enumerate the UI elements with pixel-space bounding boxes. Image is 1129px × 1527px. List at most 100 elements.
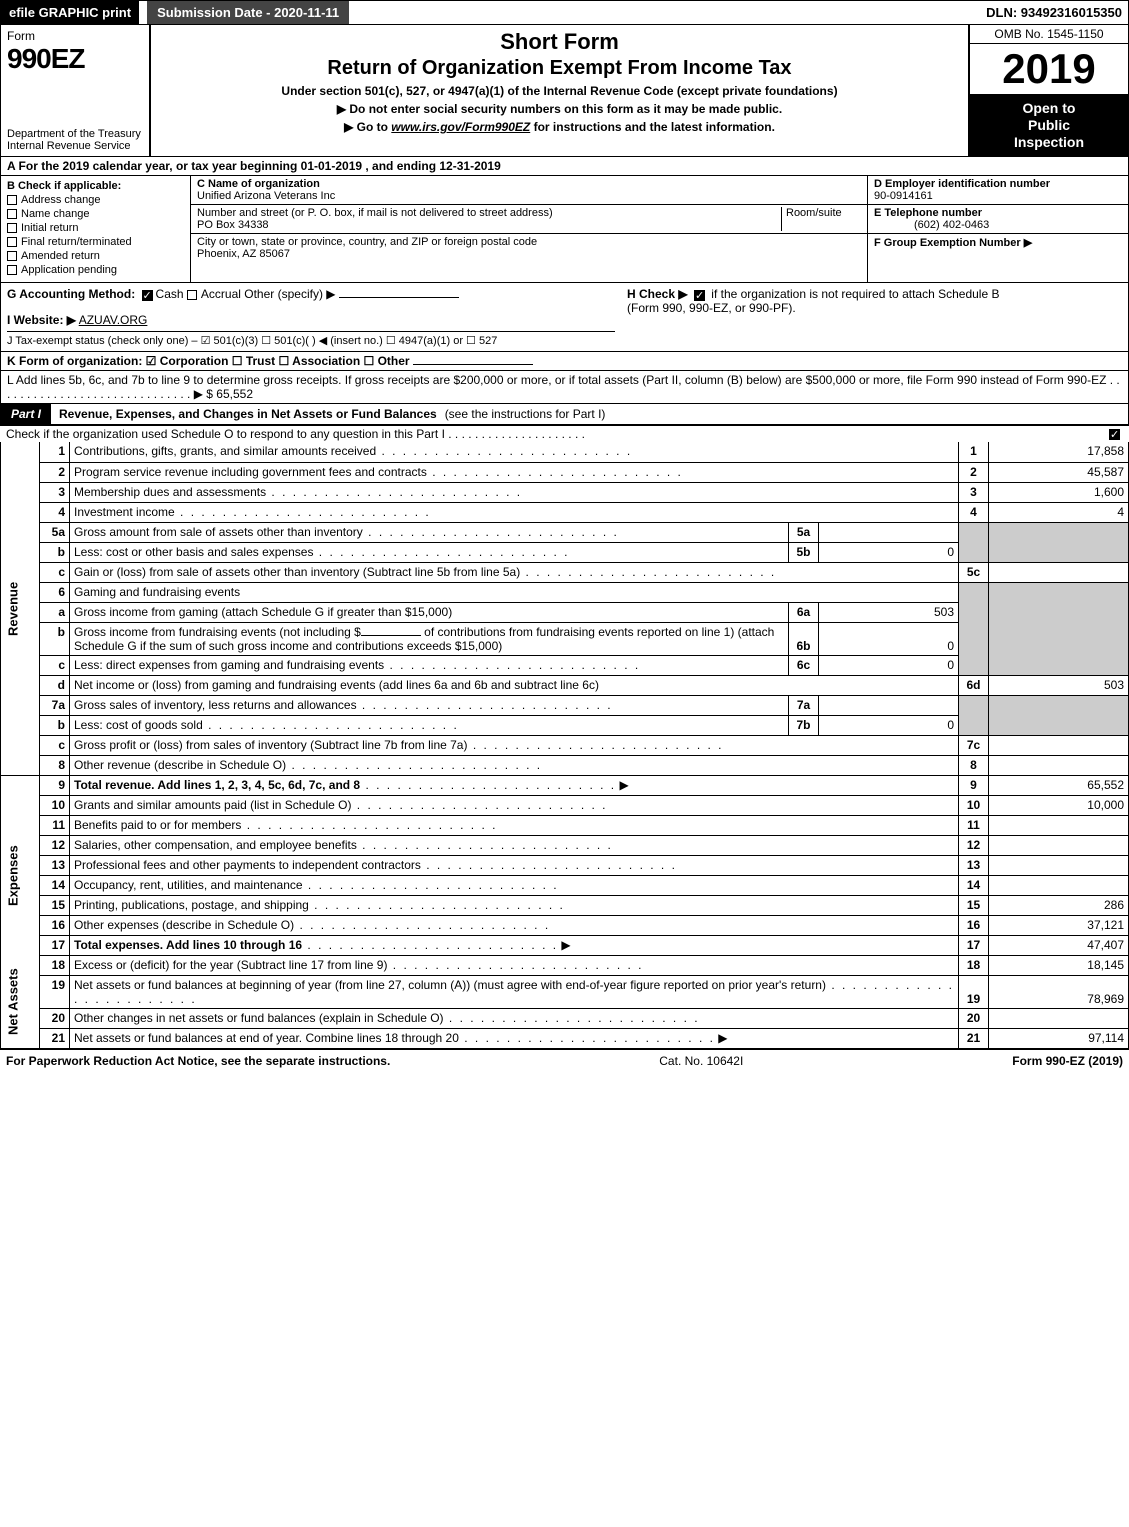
r5b-desc: Less: cost or other basis and sales expe… — [70, 542, 789, 562]
section-b: B Check if applicable: Address change Na… — [1, 176, 191, 282]
i-website-label: I Website: ▶ — [7, 313, 76, 327]
r16-cn: 16 — [959, 915, 989, 935]
checkbox-initial-return[interactable] — [7, 223, 17, 233]
r16-val: 37,121 — [989, 915, 1129, 935]
r19-desc: Net assets or fund balances at beginning… — [70, 975, 959, 1008]
checkbox-address-change[interactable] — [7, 195, 17, 205]
checkbox-application-pending[interactable] — [7, 265, 17, 275]
r6c-mv: 0 — [819, 655, 959, 675]
r7b-desc: Less: cost of goods sold — [70, 715, 789, 735]
r6d-cn: 6d — [959, 675, 989, 695]
r5c-num: c — [40, 562, 70, 582]
r1-num: 1 — [40, 442, 70, 462]
f-group-label: F Group Exemption Number ▶ — [874, 237, 1032, 249]
section-def: D Employer identification number 90-0914… — [868, 176, 1128, 282]
header-mid: Short Form Return of Organization Exempt… — [151, 25, 968, 156]
r14-num: 14 — [40, 875, 70, 895]
dept-line2: Internal Revenue Service — [7, 140, 143, 152]
r18-cn: 18 — [959, 955, 989, 975]
r5ab-grey-val — [989, 522, 1129, 562]
section-c: C Name of organization Unified Arizona V… — [191, 176, 868, 282]
r18-desc: Excess or (deficit) for the year (Subtra… — [70, 955, 959, 975]
efile-print-button[interactable]: efile GRAPHIC print — [1, 1, 139, 24]
goto-line: ▶ Go to www.irs.gov/Form990EZ for instru… — [161, 120, 958, 134]
r6c-num: c — [40, 655, 70, 675]
r3-num: 3 — [40, 482, 70, 502]
r6a-num: a — [40, 602, 70, 622]
r5c-cn: 5c — [959, 562, 989, 582]
c-city-label: City or town, state or province, country… — [197, 236, 537, 248]
r6d-val: 503 — [989, 675, 1129, 695]
r5a-mv — [819, 522, 959, 542]
r11-desc: Benefits paid to or for members — [70, 815, 959, 835]
r2-desc: Program service revenue including govern… — [70, 462, 959, 482]
r5b-num: b — [40, 542, 70, 562]
omb-number: OMB No. 1545-1150 — [970, 25, 1128, 44]
r15-num: 15 — [40, 895, 70, 915]
r3-val: 1,600 — [989, 482, 1129, 502]
checkbox-final-return[interactable] — [7, 237, 17, 247]
r5c-val — [989, 562, 1129, 582]
r21-val: 97,114 — [989, 1028, 1129, 1048]
r10-desc: Grants and similar amounts paid (list in… — [70, 795, 959, 815]
e-tel-label: E Telephone number — [874, 207, 982, 219]
r6-desc: Gaming and fundraising events — [70, 582, 959, 602]
checkbox-cash[interactable] — [142, 290, 153, 301]
r7a-num: 7a — [40, 695, 70, 715]
section-g: G Accounting Method: Cash Accrual Other … — [1, 283, 621, 351]
section-h: H Check ▶ if the organization is not req… — [621, 283, 1128, 351]
g-acct-label: G Accounting Method: — [7, 287, 135, 301]
checkbox-schedule-o[interactable] — [1109, 429, 1120, 440]
goto-prefix: ▶ Go to — [344, 120, 391, 134]
website-link[interactable]: AZUAV.ORG — [79, 313, 148, 327]
r12-val — [989, 835, 1129, 855]
r20-val — [989, 1008, 1129, 1028]
r1-desc: Contributions, gifts, grants, and simila… — [70, 442, 959, 462]
r7a-desc: Gross sales of inventory, less returns a… — [70, 695, 789, 715]
other-label: Other (specify) ▶ — [244, 287, 335, 301]
checkbox-accrual[interactable] — [187, 290, 197, 300]
r2-cn: 2 — [959, 462, 989, 482]
checkbox-h[interactable] — [694, 290, 705, 301]
r9-desc: Total revenue. Add lines 1, 2, 3, 4, 5c,… — [74, 778, 360, 792]
r1-val: 17,858 — [989, 442, 1129, 462]
r12-cn: 12 — [959, 835, 989, 855]
r6b-num: b — [40, 622, 70, 655]
r5ab-grey — [959, 522, 989, 562]
checkbox-name-change[interactable] — [7, 209, 17, 219]
open-line1: Open to — [974, 100, 1124, 117]
r6d-desc: Net income or (loss) from gaming and fun… — [70, 675, 959, 695]
info-block: B Check if applicable: Address change Na… — [0, 176, 1129, 283]
org-name: Unified Arizona Veterans Inc — [197, 190, 335, 202]
irs-link[interactable]: www.irs.gov/Form990EZ — [391, 120, 530, 134]
r9-num: 9 — [40, 775, 70, 795]
r7c-desc: Gross profit or (loss) from sales of inv… — [70, 735, 959, 755]
r6b-blank[interactable] — [361, 635, 421, 636]
r17-desc: Total expenses. Add lines 10 through 16 — [74, 938, 302, 952]
checkbox-amended-return[interactable] — [7, 251, 17, 261]
r5b-mv: 0 — [819, 542, 959, 562]
footer-right-suffix: (2019) — [1085, 1054, 1123, 1068]
r7ab-grey — [959, 695, 989, 735]
r9-val: 65,552 — [989, 775, 1129, 795]
line-l: L Add lines 5b, 6c, and 7b to line 9 to … — [0, 371, 1129, 404]
header-left: Form 990EZ Department of the Treasury In… — [1, 25, 151, 156]
r8-cn: 8 — [959, 755, 989, 775]
short-form-title: Short Form — [161, 29, 958, 55]
r5c-desc: Gain or (loss) from sale of assets other… — [70, 562, 959, 582]
cash-label: Cash — [156, 287, 184, 301]
r5a-mn: 5a — [789, 522, 819, 542]
tax-year: 2019 — [970, 44, 1128, 94]
r11-num: 11 — [40, 815, 70, 835]
r6a-mv: 503 — [819, 602, 959, 622]
other-specify-line[interactable] — [339, 297, 459, 298]
r21-num: 21 — [40, 1028, 70, 1048]
main-title: Return of Organization Exempt From Incom… — [161, 57, 958, 80]
part1-title: Revenue, Expenses, and Changes in Net As… — [51, 407, 445, 421]
c-street-label: Number and street (or P. O. box, if mail… — [197, 207, 553, 219]
l-text: L Add lines 5b, 6c, and 7b to line 9 to … — [7, 373, 1120, 401]
r17-desc-wrap: Total expenses. Add lines 10 through 16 … — [70, 935, 959, 955]
side-label-expenses: Expenses — [1, 795, 40, 955]
r8-desc: Other revenue (describe in Schedule O) — [70, 755, 959, 775]
k-other-line[interactable] — [413, 364, 533, 365]
